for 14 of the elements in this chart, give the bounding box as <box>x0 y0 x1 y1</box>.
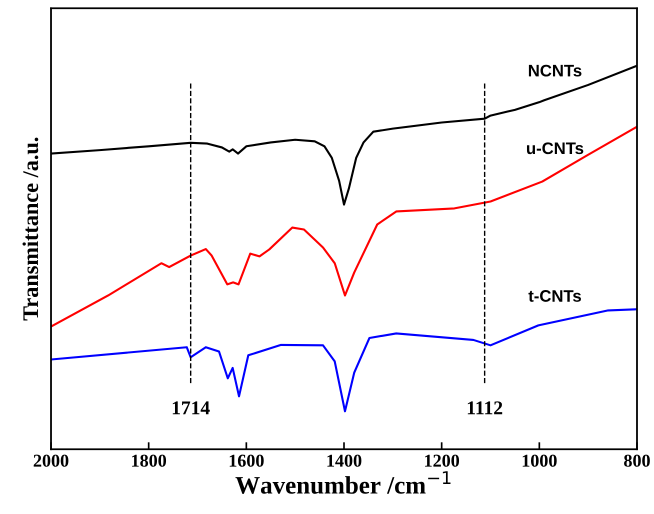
ref-line-label: 1112 <box>468 401 502 414</box>
y-axis-title: Transmittance /a.u. <box>22 138 38 320</box>
series-label: u-CNTs <box>526 142 584 154</box>
x-axis-title: Wavenumber /cm$^{−1}$ <box>235 471 450 494</box>
x-tick-label: 1000 <box>522 454 557 467</box>
ref-line-label: 1714 <box>172 401 210 414</box>
x-tick-label: 1600 <box>230 454 264 467</box>
series-label: NCNTs <box>528 64 582 77</box>
x-tick-label: 1800 <box>132 454 166 467</box>
x-tick-label: 2000 <box>34 454 68 467</box>
x-tick-label: 1400 <box>327 454 362 467</box>
x-tick-label: 800 <box>624 454 650 467</box>
series-label: t-CNTs <box>528 290 581 302</box>
x-tick-label: 1200 <box>425 454 460 467</box>
